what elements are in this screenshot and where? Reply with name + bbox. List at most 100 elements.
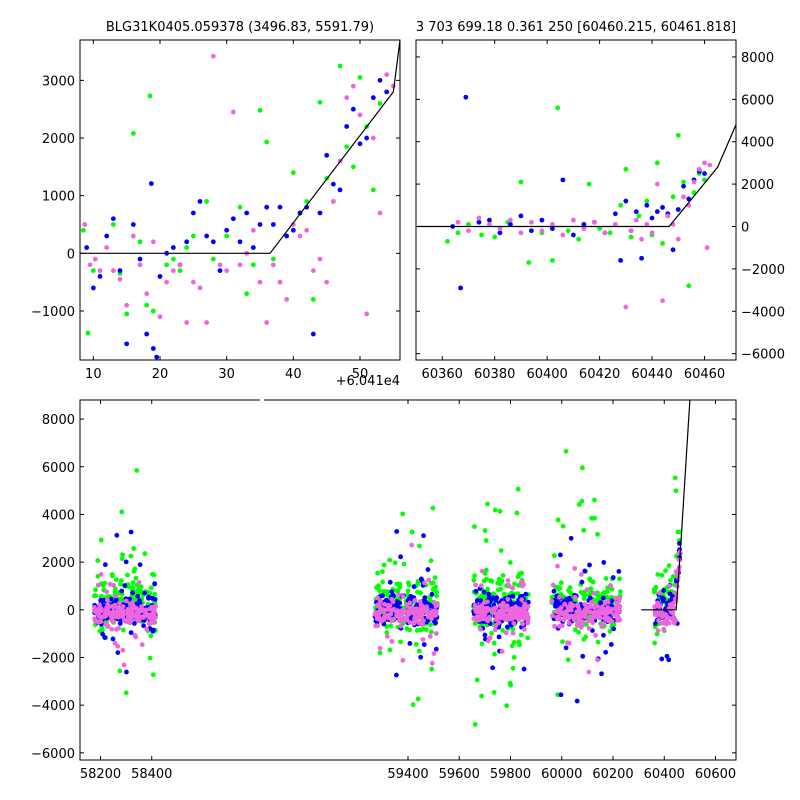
data-point bbox=[374, 585, 380, 591]
data-point bbox=[652, 640, 658, 646]
data-point bbox=[588, 586, 594, 592]
data-point bbox=[170, 256, 176, 262]
data-point bbox=[373, 610, 379, 615]
data-point bbox=[337, 187, 343, 193]
data-point bbox=[491, 690, 497, 695]
data-point bbox=[80, 227, 86, 233]
data-point bbox=[120, 627, 126, 633]
data-point bbox=[489, 630, 494, 636]
data-point bbox=[237, 204, 243, 210]
data-point bbox=[421, 533, 426, 539]
x-tick-label: 60360 bbox=[422, 367, 463, 382]
data-point bbox=[429, 660, 435, 666]
data-point bbox=[428, 558, 434, 564]
data-point bbox=[504, 624, 510, 630]
data-point bbox=[270, 262, 276, 268]
model-fit-line bbox=[80, 40, 400, 254]
x-tick-label: 59400 bbox=[387, 767, 428, 782]
data-point bbox=[418, 613, 424, 619]
data-point bbox=[473, 588, 479, 594]
data-point bbox=[310, 268, 316, 274]
data-point bbox=[633, 209, 639, 215]
data-point bbox=[675, 207, 681, 212]
data-point bbox=[377, 77, 383, 83]
data-point bbox=[357, 112, 363, 118]
data-point bbox=[147, 590, 152, 596]
data-point bbox=[277, 279, 283, 285]
data-point bbox=[515, 486, 521, 492]
data-point bbox=[500, 627, 506, 633]
data-point bbox=[639, 255, 644, 261]
data-point bbox=[134, 468, 140, 473]
y-tick-label: −6000 bbox=[741, 348, 785, 363]
data-point bbox=[550, 582, 556, 588]
data-point bbox=[120, 604, 126, 610]
y-tick-label: 8000 bbox=[741, 51, 774, 66]
data-point bbox=[93, 587, 98, 593]
data-point bbox=[649, 215, 655, 221]
data-point bbox=[617, 595, 623, 601]
x-tick-label: 60400 bbox=[644, 767, 685, 782]
data-point bbox=[593, 632, 598, 638]
data-point bbox=[110, 603, 116, 609]
data-point bbox=[264, 320, 270, 325]
data-point bbox=[472, 573, 478, 579]
data-point bbox=[230, 216, 236, 222]
data-point bbox=[184, 239, 190, 245]
data-point bbox=[99, 593, 104, 599]
data-point bbox=[398, 639, 403, 645]
data-point bbox=[390, 592, 396, 598]
data-point bbox=[397, 581, 403, 587]
data-point bbox=[518, 213, 524, 219]
data-point bbox=[108, 596, 114, 602]
data-point bbox=[478, 626, 483, 632]
data-point bbox=[472, 602, 478, 608]
data-point bbox=[154, 354, 160, 360]
data-point bbox=[633, 217, 639, 223]
data-point bbox=[117, 600, 122, 606]
data-point bbox=[105, 597, 110, 603]
y-tick-label: 0 bbox=[67, 247, 75, 262]
data-point bbox=[508, 217, 513, 223]
data-point bbox=[511, 654, 517, 660]
data-point bbox=[504, 703, 510, 709]
data-point bbox=[591, 605, 597, 611]
data-point bbox=[601, 560, 607, 565]
data-point bbox=[415, 578, 421, 584]
data-point bbox=[137, 256, 143, 262]
data-point bbox=[473, 582, 478, 588]
data-point bbox=[381, 562, 387, 568]
data-point bbox=[628, 234, 634, 240]
data-point bbox=[92, 256, 98, 262]
data-point bbox=[607, 230, 613, 236]
data-point bbox=[623, 166, 629, 172]
y-tick-label: 6000 bbox=[741, 93, 774, 108]
x-tick-label: 30 bbox=[218, 367, 235, 382]
data-point bbox=[704, 245, 710, 251]
data-point bbox=[409, 542, 415, 548]
data-point bbox=[417, 543, 422, 549]
data-point bbox=[478, 583, 484, 589]
data-point bbox=[164, 279, 170, 285]
data-point bbox=[418, 627, 423, 633]
data-point bbox=[84, 245, 90, 250]
data-point bbox=[654, 181, 660, 187]
y-tick-label: 1000 bbox=[42, 190, 75, 205]
data-point bbox=[555, 105, 561, 111]
data-point bbox=[597, 226, 603, 232]
data-point bbox=[137, 562, 143, 568]
data-point bbox=[432, 575, 438, 581]
data-point bbox=[94, 618, 100, 624]
data-point bbox=[375, 623, 380, 629]
data-point bbox=[586, 669, 592, 675]
data-point bbox=[375, 570, 381, 576]
x-tick-label: 60600 bbox=[695, 767, 736, 782]
data-point bbox=[591, 591, 597, 597]
data-point bbox=[612, 211, 618, 217]
x-tick-label: 60000 bbox=[541, 767, 582, 782]
data-point bbox=[116, 614, 121, 620]
data-point bbox=[476, 219, 482, 225]
data-point bbox=[582, 610, 587, 616]
axis-break-gap bbox=[259, 397, 264, 403]
data-point bbox=[97, 268, 103, 274]
